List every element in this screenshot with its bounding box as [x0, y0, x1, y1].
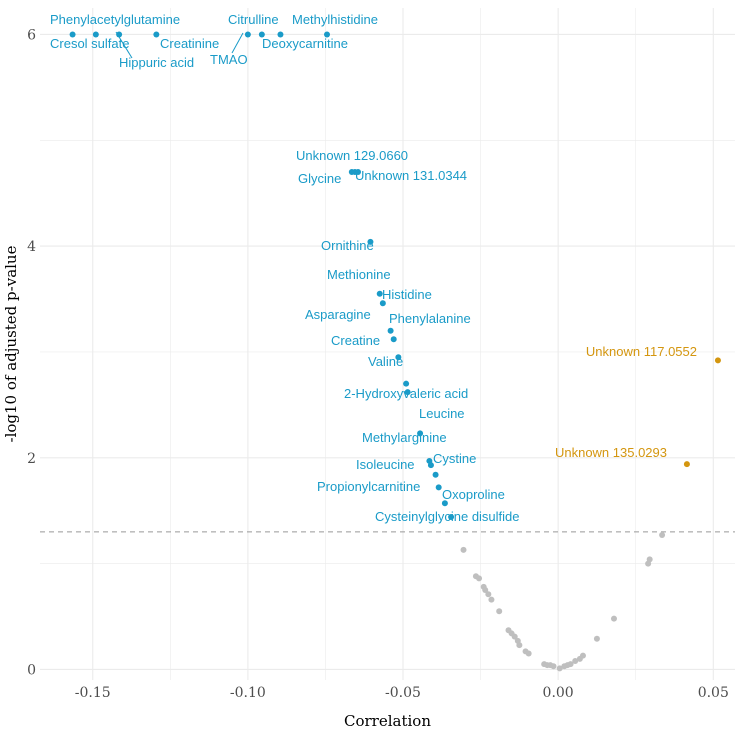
significant-point [153, 31, 160, 38]
significant-point [376, 290, 383, 297]
y-axis-title: -log10 of adjusted p-value [2, 245, 20, 442]
nonsignificant-point [579, 652, 586, 659]
point-label: Unknown 117.0552 [586, 344, 697, 359]
nonsignificant-point [572, 657, 579, 664]
point-label: Cystine [433, 451, 476, 466]
significant-point [277, 31, 284, 38]
significant-point [395, 354, 402, 361]
nonsignificant-point [488, 596, 495, 603]
axis-ticks: -0.15 -0.10 -0.05 0.00 0.05 0 2 4 6 [27, 27, 729, 701]
point-label: Cysteinylglycine disulfide [375, 509, 520, 524]
y-tick-label: 2 [27, 451, 36, 467]
point-label: Valine [368, 354, 403, 369]
y-tick-label: 4 [27, 239, 36, 255]
data-points [69, 31, 721, 672]
nonsignificant-point [550, 663, 557, 670]
significant-point [714, 357, 721, 364]
point-label: Unknown 131.0344 [355, 168, 467, 183]
significant-point [92, 31, 99, 38]
point-label: Unknown 135.0293 [555, 445, 667, 460]
label-leader-line [115, 31, 133, 59]
point-label: Histidine [382, 287, 432, 302]
y-tick-label: 6 [27, 27, 36, 43]
point-label: Methylhistidine [292, 12, 378, 27]
significant-point [435, 484, 442, 491]
point-label: Creatinine [160, 36, 219, 51]
significant-point [417, 430, 424, 437]
nonsignificant-point [525, 650, 532, 657]
point-label: Methionine [327, 267, 391, 282]
significant-point [683, 461, 690, 468]
x-tick-label: -0.05 [385, 685, 421, 701]
point-label: Unknown 129.0660 [296, 148, 408, 163]
x-tick-label: -0.10 [230, 685, 266, 701]
point-label: Deoxycarnitine [262, 36, 348, 51]
nonsignificant-point [659, 532, 666, 539]
nonsignificant-point [556, 665, 563, 672]
significant-point [367, 238, 374, 245]
nonsignificant-point [516, 642, 523, 649]
significant-point [355, 169, 362, 176]
significant-point [323, 31, 330, 38]
significant-point [404, 389, 411, 396]
nonsignificant-point [482, 587, 489, 594]
point-label: Propionylcarnitine [317, 479, 420, 494]
point-label: Citrulline [228, 12, 279, 27]
y-tick-label: 0 [27, 662, 36, 678]
point-label: Hippuric acid [119, 55, 194, 70]
significant-point [379, 300, 386, 307]
point-label: Ornithine [321, 238, 374, 253]
nonsignificant-point [511, 633, 518, 640]
significant-point [69, 31, 76, 38]
nonsignificant-point [646, 556, 653, 563]
point-label: Methylarginine [362, 430, 447, 445]
significant-point [258, 31, 265, 38]
point-label: Isoleucine [356, 457, 415, 472]
x-tick-label: 0.00 [543, 685, 574, 701]
point-label: TMAO [210, 52, 248, 67]
x-tick-label: 0.05 [698, 685, 729, 701]
point-label: Creatine [331, 333, 380, 348]
label-leader-line [231, 32, 244, 54]
significant-point [427, 462, 434, 469]
point-label: Oxoproline [442, 487, 505, 502]
point-label: 2-Hydroxyvaleric acid [344, 386, 468, 401]
point-label: Phenylacetylglutamine [50, 12, 180, 27]
x-axis-title: Correlation [344, 712, 431, 730]
nonsignificant-point [476, 575, 483, 582]
nonsignificant-point [460, 546, 467, 553]
significant-point [432, 471, 439, 478]
point-labels: Phenylacetylglutamine Cresol sulfate Hippu… [50, 12, 697, 524]
point-label: Glycine [298, 171, 341, 186]
nonsignificant-point [496, 608, 503, 615]
nonsignificant-point [485, 591, 492, 598]
x-tick-label: -0.15 [75, 685, 111, 701]
point-label: Leucine [419, 406, 465, 421]
significant-point [244, 31, 251, 38]
nonsignificant-point [593, 635, 600, 642]
significant-point [448, 514, 455, 521]
point-label: Cresol sulfate [50, 36, 129, 51]
significant-point [390, 336, 397, 343]
point-label: Phenylalanine [389, 311, 471, 326]
point-label: Asparagine [305, 307, 371, 322]
significant-point [387, 327, 394, 334]
significant-point [116, 31, 123, 38]
grid-lines [40, 8, 735, 680]
significant-point [441, 500, 448, 507]
nonsignificant-point [567, 661, 574, 668]
significant-point [403, 380, 410, 387]
nonsignificant-point [610, 615, 617, 622]
